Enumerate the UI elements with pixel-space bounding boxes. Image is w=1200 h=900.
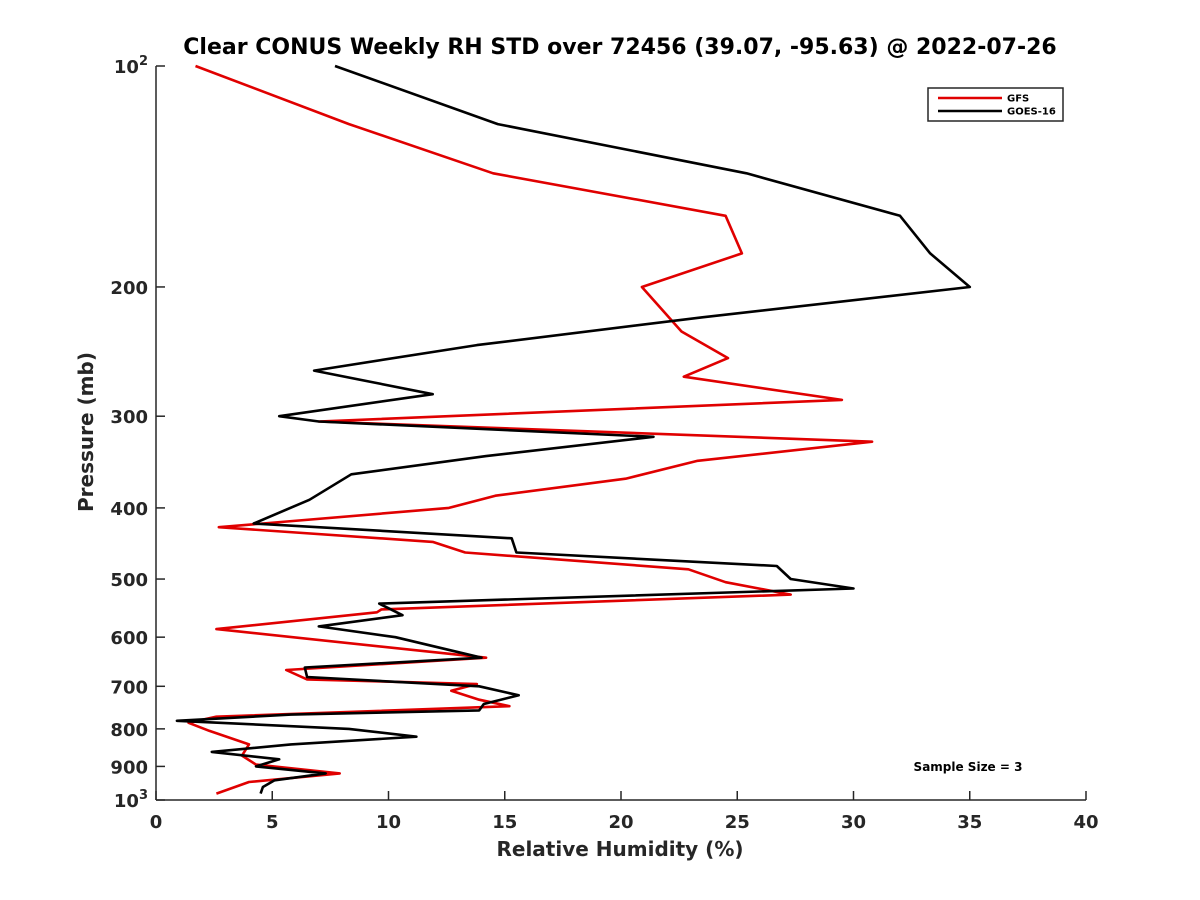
x-tick-label: 0 bbox=[150, 812, 163, 833]
x-tick-label: 25 bbox=[725, 812, 750, 833]
series-line-gfs bbox=[187, 64, 874, 795]
x-tick-label: 5 bbox=[266, 812, 279, 833]
y-tick-label: 600 bbox=[110, 628, 148, 649]
legend-label-gfs: GFS bbox=[1007, 94, 1029, 105]
y-tick-label: 800 bbox=[110, 720, 148, 741]
axes-layer: 0 5 10 15 20 25 30 35 40 102 200 300 400 500 600 700 800… bbox=[110, 54, 1098, 833]
x-tick-label: 30 bbox=[841, 812, 866, 833]
y-axis-label: Pressure (mb) bbox=[74, 352, 98, 512]
y-tick-label: 400 bbox=[110, 499, 148, 520]
y-tick-label: 103 bbox=[114, 788, 148, 812]
y-tick-label: 700 bbox=[110, 677, 148, 698]
x-tick-label: 20 bbox=[608, 812, 633, 833]
x-tick-label: 40 bbox=[1073, 812, 1098, 833]
series-layer bbox=[175, 64, 972, 795]
legend: GFS GOES-16 bbox=[927, 87, 1064, 122]
series-line-goes16 bbox=[175, 64, 972, 795]
y-tick-label: 300 bbox=[110, 407, 148, 428]
sample-size-annotation: Sample Size = 3 bbox=[914, 760, 1023, 774]
x-axis-label: Relative Humidity (%) bbox=[496, 837, 743, 861]
legend-box bbox=[927, 87, 1064, 122]
x-tick-label: 15 bbox=[492, 812, 517, 833]
y-tick-label: 500 bbox=[110, 570, 148, 591]
chart-title: Clear CONUS Weekly RH STD over 72456 (39… bbox=[183, 35, 1056, 60]
x-tick-label: 10 bbox=[376, 812, 401, 833]
y-tick-label: 102 bbox=[114, 54, 148, 78]
legend-label-goes16: GOES-16 bbox=[1007, 107, 1056, 118]
y-tick-label: 900 bbox=[110, 757, 148, 778]
x-tick-label: 35 bbox=[957, 812, 982, 833]
y-tick-label: 200 bbox=[110, 278, 148, 299]
